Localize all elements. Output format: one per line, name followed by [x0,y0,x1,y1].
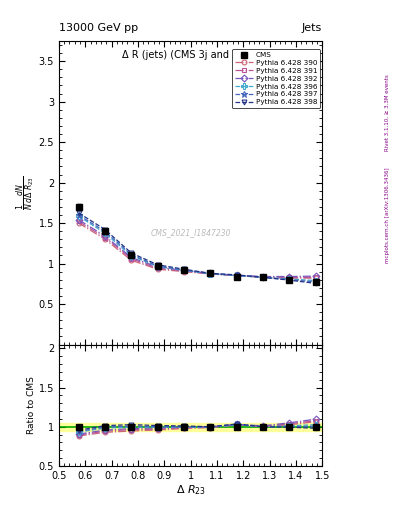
Pythia 6.428 397 [313,279,318,285]
Pythia 6.428 397 [103,228,107,234]
Pythia 6.428 391 [234,272,239,279]
Pythia 6.428 390 [261,274,265,281]
Pythia 6.428 396 [208,271,213,277]
Pythia 6.428 396 [313,278,318,284]
Pythia 6.428 398 [208,270,213,276]
Pythia 6.428 391 [261,274,265,280]
Pythia 6.428 390 [313,275,318,281]
Text: 13000 GeV pp: 13000 GeV pp [59,23,138,33]
Pythia 6.428 398 [103,226,107,232]
Pythia 6.428 390 [287,275,292,281]
Pythia 6.428 398 [129,250,134,256]
Line: Pythia 6.428 392: Pythia 6.428 392 [76,218,318,279]
Pythia 6.428 398 [287,277,292,283]
Pythia 6.428 392 [103,233,107,239]
Pythia 6.428 390 [129,257,134,263]
Pythia 6.428 396 [129,253,134,259]
Text: Δ R (jets) (CMS 3j and Z+2j): Δ R (jets) (CMS 3j and Z+2j) [122,50,259,60]
Y-axis label: $\frac{1}{N}\frac{dN}{d\Delta\ R_{23}}$: $\frac{1}{N}\frac{dN}{d\Delta\ R_{23}}$ [15,176,37,210]
Pythia 6.428 390 [208,271,213,277]
Pythia 6.428 398 [261,274,265,281]
Pythia 6.428 392 [234,272,239,279]
Pythia 6.428 397 [182,267,186,273]
Pythia 6.428 390 [76,220,81,226]
Pythia 6.428 397 [234,272,239,279]
Pythia 6.428 391 [76,219,81,225]
Pythia 6.428 396 [155,263,160,269]
Pythia 6.428 398 [234,272,239,278]
Pythia 6.428 392 [129,254,134,261]
Line: Pythia 6.428 390: Pythia 6.428 390 [76,221,318,281]
Text: CMS_2021_I1847230: CMS_2021_I1847230 [151,228,231,237]
Pythia 6.428 391 [182,268,186,274]
Pythia 6.428 392 [208,270,213,276]
Pythia 6.428 396 [234,272,239,279]
Pythia 6.428 396 [76,213,81,219]
Text: Rivet 3.1.10, ≥ 3.3M events: Rivet 3.1.10, ≥ 3.3M events [385,74,389,151]
Pythia 6.428 392 [182,267,186,273]
Pythia 6.428 390 [182,269,186,275]
Pythia 6.428 391 [287,274,292,281]
Y-axis label: Ratio to CMS: Ratio to CMS [27,376,36,434]
Line: Pythia 6.428 391: Pythia 6.428 391 [76,219,318,280]
Pythia 6.428 398 [313,280,318,286]
Pythia 6.428 391 [129,255,134,262]
Pythia 6.428 391 [155,265,160,271]
Text: mcplots.cern.ch [arXiv:1306.3436]: mcplots.cern.ch [arXiv:1306.3436] [385,167,389,263]
Pythia 6.428 392 [155,264,160,270]
Bar [59,423,322,431]
Pythia 6.428 398 [76,210,81,216]
Pythia 6.428 398 [155,262,160,268]
Pythia 6.428 390 [155,266,160,272]
Pythia 6.428 397 [76,212,81,218]
Line: Pythia 6.428 398: Pythia 6.428 398 [76,210,318,286]
Pythia 6.428 392 [76,217,81,223]
Pythia 6.428 391 [103,234,107,241]
Pythia 6.428 397 [129,251,134,258]
Pythia 6.428 391 [208,271,213,277]
Pythia 6.428 396 [103,230,107,236]
Pythia 6.428 397 [261,274,265,281]
Pythia 6.428 396 [261,274,265,281]
Pythia 6.428 397 [287,276,292,283]
Line: Pythia 6.428 396: Pythia 6.428 396 [75,213,319,284]
Pythia 6.428 392 [313,273,318,279]
Pythia 6.428 392 [287,273,292,280]
Pythia 6.428 396 [287,276,292,282]
X-axis label: $\Delta\ R_{23}$: $\Delta\ R_{23}$ [176,483,206,497]
Pythia 6.428 396 [182,267,186,273]
Pythia 6.428 397 [155,263,160,269]
Pythia 6.428 398 [182,266,186,272]
Line: Pythia 6.428 397: Pythia 6.428 397 [75,212,319,285]
Pythia 6.428 390 [103,236,107,242]
Legend: CMS, Pythia 6.428 390, Pythia 6.428 391, Pythia 6.428 392, Pythia 6.428 396, Pyt: CMS, Pythia 6.428 390, Pythia 6.428 391,… [232,49,320,108]
Pythia 6.428 397 [208,271,213,277]
Pythia 6.428 390 [234,272,239,279]
Pythia 6.428 392 [261,273,265,280]
Text: Jets: Jets [302,23,322,33]
Pythia 6.428 391 [313,274,318,281]
